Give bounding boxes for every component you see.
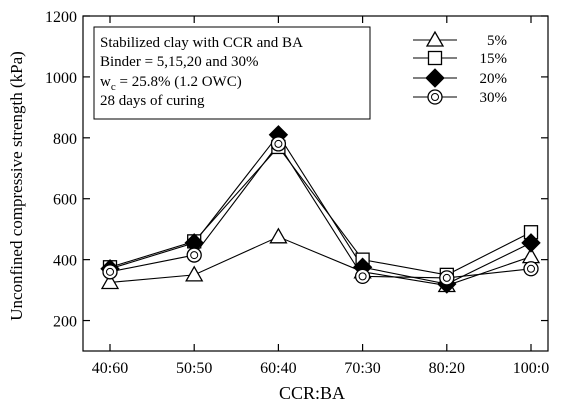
y-tick-label: 1000	[45, 70, 77, 87]
y-axis-ticks: 200 400 600 800 1000 1200	[45, 9, 548, 331]
x-tick-label: 70:30	[344, 360, 380, 377]
series-line-15pct	[109, 146, 532, 276]
x-axis-ticks: 40:60 50:50 60:40 70:30 80:20 100:0	[92, 16, 549, 377]
y-tick-label: 800	[53, 131, 77, 148]
y-tick-label: 200	[53, 314, 77, 331]
plot-frame	[82, 15, 549, 352]
annotation-line-4: 28 days of curing	[100, 93, 205, 109]
annotation-line-2: Binder = 5,15,20 and 30%	[100, 54, 258, 70]
annotation-line-1: Stabilized clay with CCR and BA	[100, 35, 303, 51]
annotation-line-3: wc = 25.8% (1.2 OWC)	[100, 74, 242, 93]
point-30pct-80-20	[439, 270, 455, 286]
x-tick-label: 50:50	[176, 360, 212, 377]
x-tick-label: 60:40	[260, 360, 296, 377]
point-5pct-50-50	[185, 265, 204, 282]
y-axis-label: Unconfined compressive strength (kPa)	[7, 51, 26, 321]
legend-label: 20%	[480, 71, 508, 87]
point-30pct-60-40	[270, 136, 287, 152]
point-20pct-100-0	[521, 233, 541, 253]
y-tick-label: 1200	[45, 9, 77, 26]
x-axis-label: CCR:BA	[279, 383, 345, 403]
series-line-20pct	[109, 133, 532, 285]
legend-marker-20pct	[425, 68, 445, 88]
annotation-box: Stabilized clay with CCR and BA Binder =…	[93, 26, 371, 120]
series-line-5pct	[109, 236, 532, 287]
x-tick-label: 80:20	[429, 360, 465, 377]
series-lines	[109, 133, 532, 287]
point-30pct-70-30	[354, 268, 371, 285]
point-5pct-60-40	[269, 227, 288, 244]
legend-label: 30%	[480, 90, 508, 106]
point-5pct-40-60	[100, 273, 120, 290]
legend-marker-5pct	[425, 30, 445, 47]
legend-marker-15pct	[427, 50, 443, 66]
x-tick-label: 100:0	[513, 360, 549, 377]
point-30pct-100-0	[523, 261, 539, 277]
point-30pct-40-60	[102, 264, 118, 280]
series-line-30pct	[109, 142, 532, 279]
series-markers	[100, 125, 541, 294]
y-tick-label: 400	[53, 253, 77, 270]
x-tick-label: 40:60	[92, 360, 128, 377]
legend-label: 15%	[480, 51, 508, 67]
y-tick-label: 600	[53, 192, 77, 209]
legend: 5% 15% 20% 30%	[413, 30, 508, 106]
legend-marker-30pct	[427, 89, 443, 105]
point-30pct-50-50	[186, 247, 202, 263]
legend-label: 5%	[487, 33, 507, 49]
